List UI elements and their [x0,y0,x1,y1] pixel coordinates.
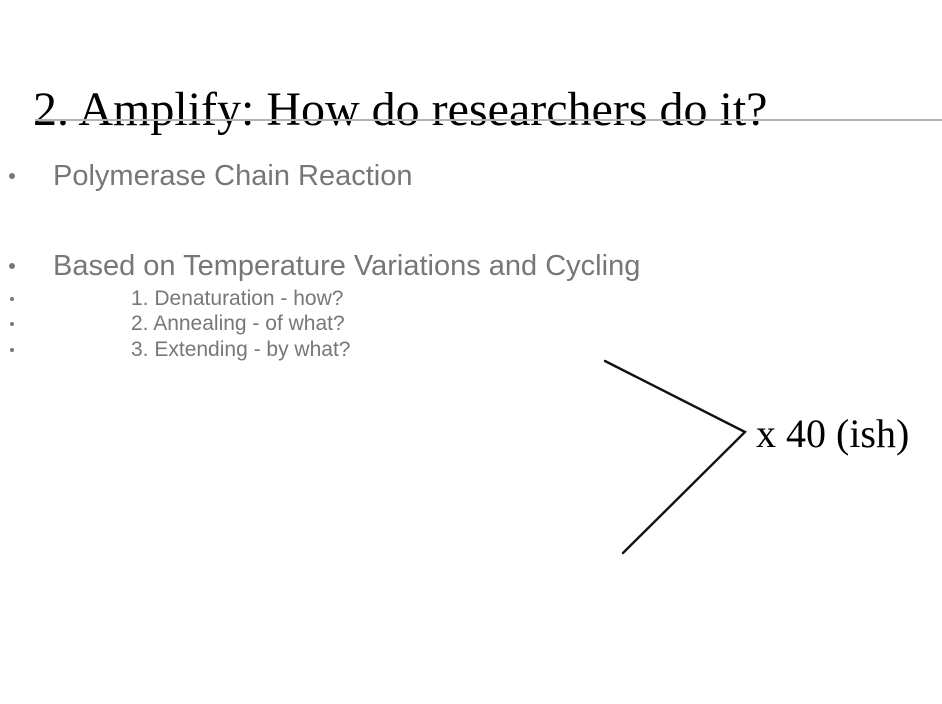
sub-bullet-item-denaturation: 1. Denaturation - how? [0,286,942,312]
bullet-label: Based on Temperature Variations and Cycl… [53,250,641,282]
sub-bullet-icon [10,348,14,352]
sub-bullet-label: 3. Extending - by what? [131,338,351,361]
sub-bullet-item-annealing: 2. Annealing - of what? [0,311,942,337]
sub-bullet-label: 1. Denaturation - how? [131,287,344,310]
bullet-label: Polymerase Chain Reaction [53,160,413,192]
sub-bullet-icon [10,297,14,301]
cycle-count-annotation: x 40 (ish) [756,411,910,456]
sub-bullet-item-extending: 3. Extending - by what? [0,337,942,363]
bullet-icon [9,173,15,179]
bullet-item-pcr: Polymerase Chain Reaction [0,159,942,193]
bullet-item-temperature-cycling: Based on Temperature Variations and Cycl… [0,249,942,283]
sub-bullet-icon [10,322,14,326]
bullet-icon [9,263,15,269]
title-divider [35,119,942,121]
sub-bullet-label: 2. Annealing - of what? [131,312,345,335]
slide-title: 2. Amplify: How do researchers do it? [33,83,768,137]
right-chevron-shape [603,359,748,555]
